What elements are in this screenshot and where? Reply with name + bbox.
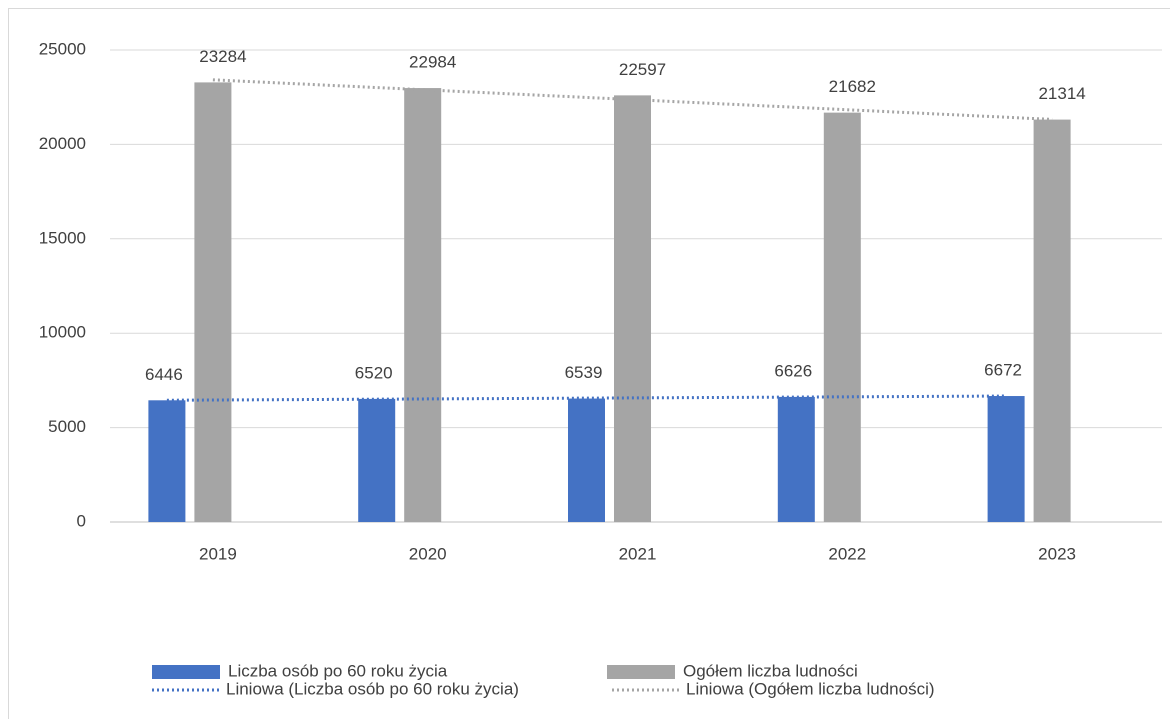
data-label: 23284 — [199, 47, 246, 66]
y-tick-label: 5000 — [48, 417, 86, 436]
trendline — [212, 78, 1053, 121]
data-label: 22984 — [409, 53, 456, 72]
x-tick-label: 2020 — [409, 544, 447, 563]
legend-label: Ogółem liczba ludności — [683, 661, 858, 680]
bar — [568, 398, 605, 522]
bar — [777, 396, 815, 522]
bar — [1033, 119, 1071, 523]
legend-swatch — [607, 665, 675, 679]
x-tick-label: 2021 — [619, 544, 657, 563]
bar — [358, 398, 396, 522]
bar — [823, 112, 861, 523]
legend-label: Liczba osób po 60 roku życia — [228, 661, 448, 680]
legend-label: Liniowa (Liczba osób po 60 roku życia) — [226, 679, 519, 698]
y-tick-label: 0 — [77, 511, 86, 530]
bar — [614, 95, 651, 522]
bar — [194, 82, 232, 523]
y-tick-label: 25000 — [39, 39, 86, 58]
data-label: 21314 — [1038, 84, 1085, 103]
data-label: 6626 — [774, 361, 812, 380]
x-tick-label: 2022 — [828, 544, 866, 563]
bar — [987, 396, 1025, 522]
legend-swatch — [152, 665, 220, 679]
data-label: 22597 — [619, 60, 666, 79]
data-label: 6446 — [145, 365, 183, 384]
y-tick-label: 15000 — [39, 228, 86, 247]
data-label: 6539 — [565, 363, 603, 382]
data-label: 6672 — [984, 361, 1022, 380]
y-tick-label: 20000 — [39, 134, 86, 153]
x-tick-label: 2023 — [1038, 544, 1076, 563]
y-tick-label: 10000 — [39, 323, 86, 342]
x-tick-label: 2019 — [199, 544, 237, 563]
data-label: 6520 — [355, 363, 393, 382]
legend-label: Liniowa (Ogółem liczba ludności) — [686, 679, 935, 698]
bar — [404, 88, 442, 523]
data-label: 21682 — [829, 77, 876, 96]
bar — [148, 400, 186, 522]
